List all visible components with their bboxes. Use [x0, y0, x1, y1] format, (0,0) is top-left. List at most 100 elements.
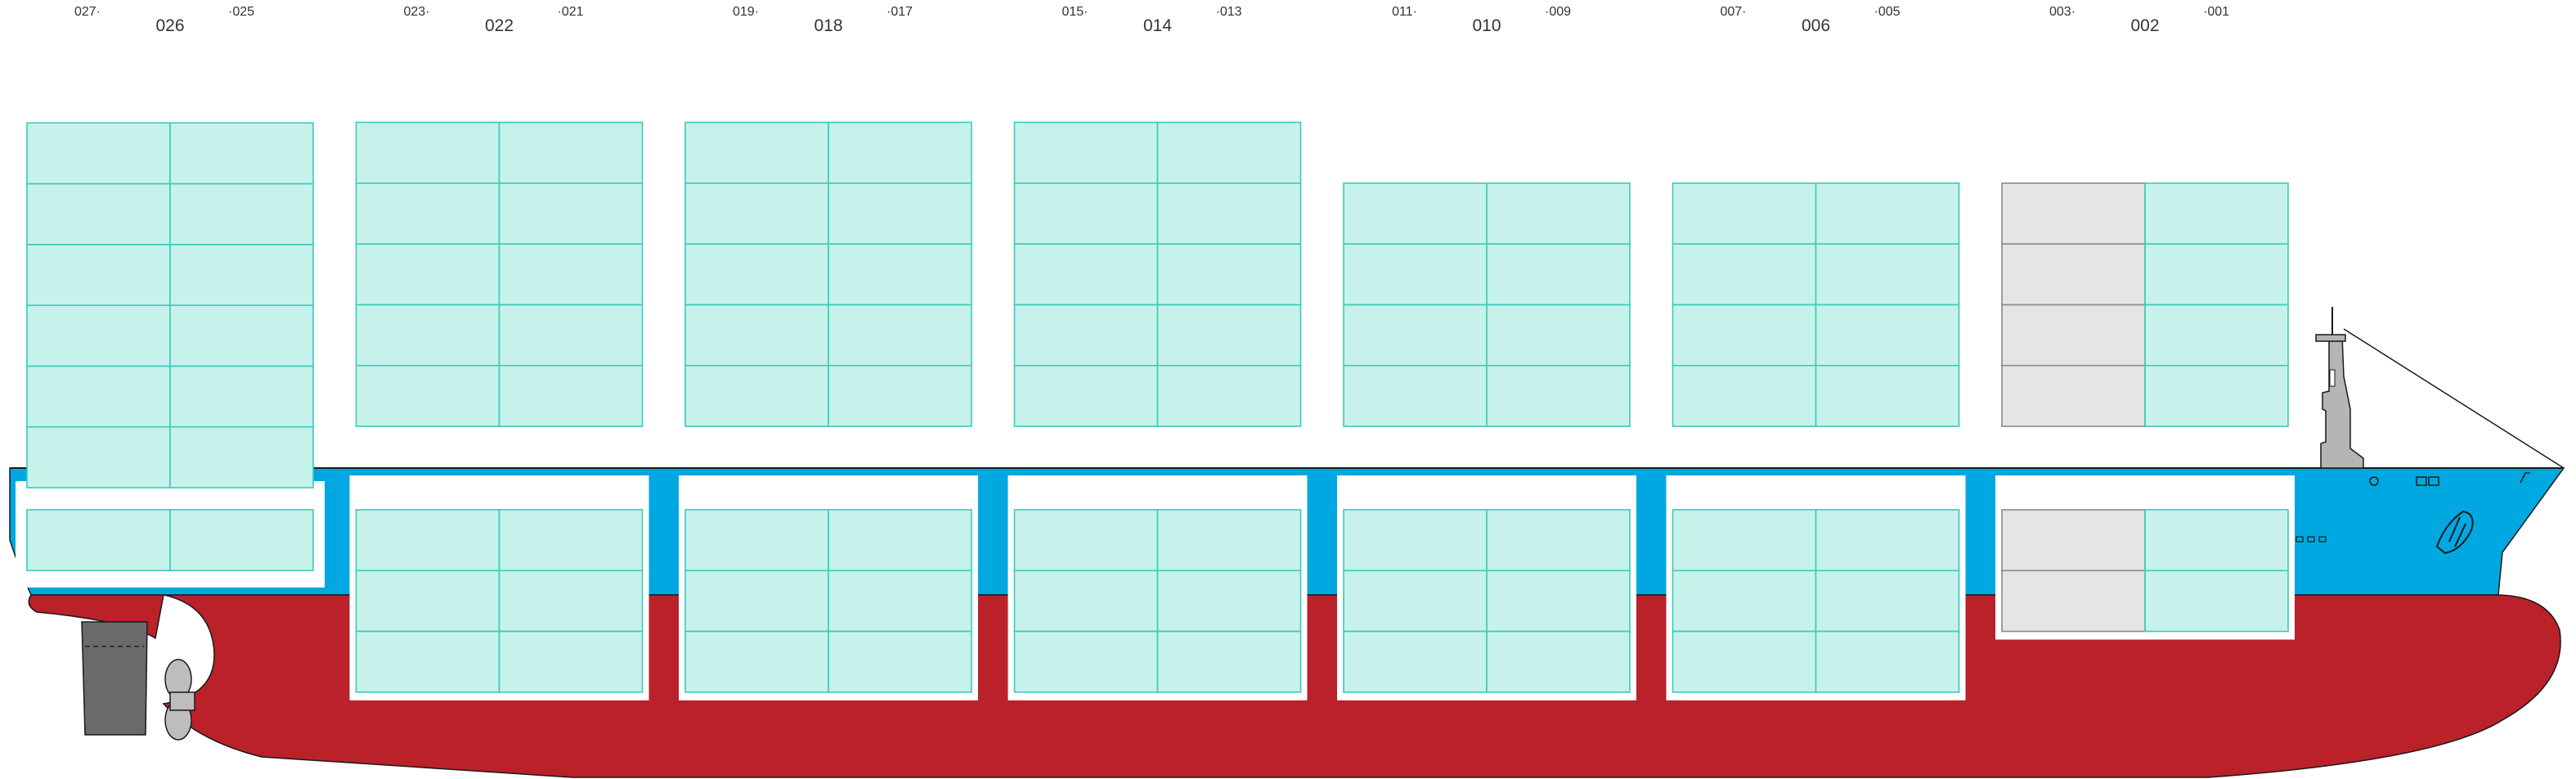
fwd-bay-label: 003· [2049, 5, 2076, 19]
bay-number-label: 014 [1143, 16, 1172, 35]
star-logo-icon [2435, 510, 2474, 555]
aft-bay-label: ·009 [1545, 5, 1571, 19]
deck-slot [355, 243, 500, 306]
deck-slot [1343, 182, 1488, 245]
aft-bay-label: ·001 [2203, 5, 2229, 19]
bay-number-label: 026 [155, 16, 184, 35]
deck-slot [684, 121, 829, 184]
bay-number-label: 006 [1802, 16, 1830, 35]
deck-slot [828, 121, 972, 184]
deck-slot [828, 182, 972, 245]
deck-slot [684, 304, 829, 367]
hold-slot [1156, 630, 1302, 693]
stern-gear [81, 621, 195, 741]
deck-slot [1815, 243, 1960, 306]
deck-slot [1156, 182, 1302, 245]
deck-slot [26, 365, 171, 428]
bow-marking-icon [2416, 476, 2427, 486]
aft-bay-label: ·013 [1216, 5, 1242, 19]
bay-number-label: 018 [814, 16, 842, 35]
hold-slot [684, 570, 829, 633]
propeller-hub [169, 691, 195, 711]
hawse-pipe-icon [2369, 476, 2379, 486]
deck-slot [2144, 364, 2289, 427]
hold-slot [1343, 509, 1488, 572]
deck-slot [684, 364, 829, 427]
deck-slot [684, 243, 829, 306]
deck-slot [1672, 304, 1817, 367]
deck-slot [828, 243, 972, 306]
fwd-bay-label: 019· [733, 5, 759, 19]
hold-slot [684, 509, 829, 572]
deck-slot [828, 364, 972, 427]
bay-number-label: 010 [1472, 16, 1501, 35]
deck-slot [26, 426, 171, 489]
deck-slot [1013, 182, 1159, 245]
hold-slot [169, 509, 314, 572]
deck-slot [355, 304, 500, 367]
bay-018 [679, 121, 978, 700]
deck-slot [1815, 304, 1960, 367]
hold-slot [1486, 570, 1631, 633]
deck-slot [1486, 364, 1631, 427]
hold-slot [1156, 570, 1302, 633]
porthole-icon [2318, 536, 2327, 543]
deck-slot [498, 304, 644, 367]
deck-slot [1486, 243, 1631, 306]
deck-slot [1815, 364, 1960, 427]
bay-number-label: 002 [2130, 16, 2159, 35]
deck-slot [1672, 364, 1817, 427]
deck-slot [498, 121, 644, 184]
deck-slot [684, 182, 829, 245]
porthole-icon [2307, 536, 2315, 543]
bay-010 [1337, 182, 1636, 700]
rudder [81, 621, 148, 736]
deck-slot [1672, 243, 1817, 306]
deck-slot [1486, 182, 1631, 245]
deck-slot [355, 364, 500, 427]
hold-slot [1672, 570, 1817, 633]
deck-slot [828, 304, 972, 367]
deck-slot [2144, 182, 2289, 245]
deck-slot [169, 365, 314, 428]
hold-slot [1343, 570, 1488, 633]
hold-slot [1486, 509, 1631, 572]
bay-026 [16, 122, 325, 588]
hold-slot [1486, 630, 1631, 693]
deck-slot [2144, 243, 2289, 306]
deck-slot [2001, 364, 2146, 427]
hold-slot [1156, 509, 1302, 572]
deck-slot [1156, 304, 1302, 367]
deck-slot [355, 182, 500, 245]
deck-slot [1343, 364, 1488, 427]
hold-slot [2001, 570, 2146, 633]
hold-slot [498, 570, 644, 633]
bow-details [2296, 472, 2530, 555]
deck-slot [498, 243, 644, 306]
hold-slot [2144, 509, 2289, 572]
deck-slot [169, 122, 314, 185]
deck-slot [2001, 243, 2146, 306]
deck-slot [26, 304, 171, 367]
hold-slot [1013, 570, 1159, 633]
hold-slot [498, 630, 644, 693]
deck-slot [1013, 304, 1159, 367]
deck-slot [355, 121, 500, 184]
hold-slot [1343, 630, 1488, 693]
fwd-bay-label: 007· [1720, 5, 1746, 19]
bay-006 [1666, 182, 1966, 700]
fwd-bay-label: 027· [74, 5, 101, 19]
hold-slot [828, 570, 972, 633]
deck-slot [169, 426, 314, 489]
hold-slot [1672, 630, 1817, 693]
deck-slot [2144, 304, 2289, 367]
deck-slot [1672, 182, 1817, 245]
bay-022 [349, 121, 649, 700]
bay-002 [1995, 182, 2295, 640]
deck-slot [1156, 243, 1302, 306]
deck-slot [498, 364, 644, 427]
mast-structure [2315, 307, 2565, 469]
deck-slot [26, 243, 171, 306]
hold-slot [355, 570, 500, 633]
